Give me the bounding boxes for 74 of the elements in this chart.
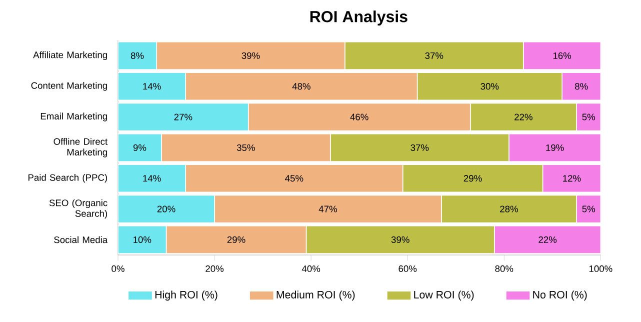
bar [118,72,186,101]
bar [576,194,601,224]
bar [166,225,307,254]
bar [185,72,418,101]
data-label: 47% [318,206,337,212]
legend-label: High ROI (%) [155,290,218,301]
x-tick-label: 0% [112,265,124,272]
data-label: 14% [143,175,161,182]
y-tick-label: Content Marketing [31,82,107,91]
bar [118,225,167,254]
data-label: 45% [285,175,304,182]
x-tick-label: 60% [398,265,417,272]
data-label: 20% [157,206,176,212]
y-tick-label: Affiliate Marketing [33,51,107,60]
data-label: 14% [143,83,161,90]
data-label: 46% [350,114,368,120]
chart-title: ROI Analysis [310,10,408,26]
data-label: 39% [242,52,260,59]
legend-label: Low ROI (%) [414,290,474,301]
data-label: 37% [425,52,444,59]
bar [523,41,601,70]
bar [402,164,544,193]
data-label: 27% [174,114,192,120]
y-tick-label: Social Media [54,236,108,244]
x-tick-label: 100% [589,265,612,272]
bar [416,72,562,101]
data-label: 5% [582,114,596,120]
y-tick-label: Offline Direct Marketing [54,138,108,158]
bar [562,72,601,101]
data-label: 30% [480,83,499,90]
data-label: 16% [553,52,572,59]
data-label: 35% [236,144,255,151]
bar [440,194,577,224]
bar [118,164,186,193]
bar [118,41,158,70]
data-label: 29% [464,175,482,182]
data-label: 8% [575,83,588,90]
bar [576,102,601,132]
data-label: 19% [546,144,564,151]
bar [118,133,162,162]
data-label: 12% [563,175,581,182]
legend-label: No ROI (%) [533,290,587,301]
bar [248,102,471,132]
y-tick-label: SEO (Organic Search) [49,199,108,219]
data-label: 29% [227,236,246,243]
bar [542,164,601,193]
legend-label: Medium ROI (%) [276,290,355,301]
data-label: 22% [538,236,557,243]
data-label: 9% [133,144,146,151]
bar [118,102,249,132]
x-tick-label: 20% [206,265,224,272]
y-tick-label: Email Marketing [40,112,107,122]
bar [306,225,495,254]
bar [161,133,331,162]
data-label: 8% [130,52,144,59]
data-label: 22% [514,114,532,120]
data-label: 37% [410,144,429,151]
bar [508,133,601,162]
bar [156,41,346,70]
data-label: 28% [500,206,518,212]
data-label: 5% [582,206,596,212]
bar [344,41,524,70]
bar [118,194,215,224]
bar [185,164,404,193]
data-label: 10% [134,236,152,243]
x-tick-label: 80% [495,265,514,272]
y-tick-label: Paid Search (PPC) [28,174,108,183]
bar [470,102,577,132]
x-tick-label: 40% [302,265,320,272]
data-label: 48% [292,83,310,90]
bar [330,133,510,162]
bar [214,194,442,224]
data-label: 39% [391,236,410,243]
bar [494,225,601,254]
